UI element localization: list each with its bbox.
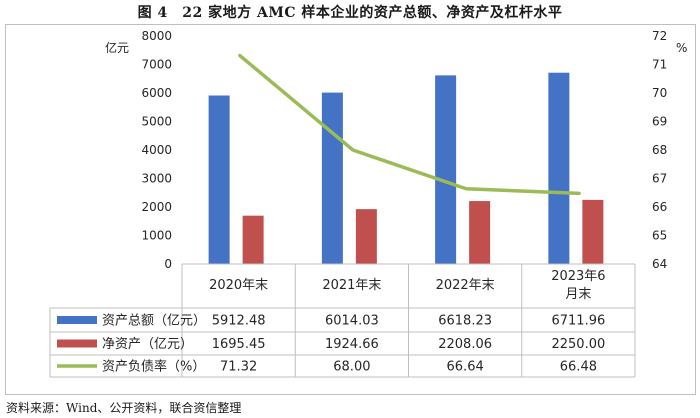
bar [208, 95, 230, 264]
data-value-label: 66.64 [447, 360, 484, 375]
bar [242, 215, 264, 264]
y-left-tick-label: 1000 [141, 229, 172, 243]
line-point [577, 191, 581, 195]
line-point [238, 53, 242, 57]
y-left-tick-label: 5000 [141, 115, 172, 129]
y-left-tick-label: 3000 [141, 172, 172, 186]
y-right-tick-label: 69 [652, 115, 667, 129]
data-value-label: 6618.23 [438, 314, 492, 329]
category-label: 月末 [565, 287, 591, 302]
data-value-label: 1924.66 [325, 337, 379, 352]
bar [582, 199, 604, 264]
y-left-unit: 亿元 [105, 40, 129, 55]
y-left-tick-label: 7000 [141, 58, 172, 72]
data-value-label: 6711.96 [551, 314, 605, 329]
category-label: 2021年末 [322, 278, 381, 293]
bar [548, 72, 570, 264]
data-value-label: 2250.00 [551, 337, 605, 352]
y-left-tick-label: 2000 [141, 200, 172, 214]
data-value-label: 5912.48 [212, 314, 266, 329]
y-right-tick-label: 68 [652, 143, 667, 157]
data-value-label: 2208.06 [438, 337, 492, 352]
category-label: 2023年6 [551, 269, 605, 284]
source-note: 资料来源：Wind、公开资料，联合资信整理 [6, 401, 242, 415]
y-right-tick-label: 64 [652, 257, 667, 271]
y-left-tick-label: 8000 [141, 29, 172, 43]
data-value-label: 66.48 [560, 360, 597, 375]
chart-title: 图 4 22 家地方 AMC 样本企业的资产总额、净资产及杠杆水平 [137, 5, 563, 21]
y-right-tick-label: 66 [652, 200, 667, 214]
y-right-unit: % [676, 41, 687, 55]
data-value-label: 1695.45 [212, 337, 266, 352]
legend-label: 资产负债率（%） [102, 359, 205, 375]
bar [355, 209, 377, 264]
chart-frame [5, 24, 696, 395]
line-point [351, 148, 355, 152]
data-value-label: 71.32 [220, 360, 257, 375]
category-label: 2020年末 [209, 278, 268, 293]
legend-label: 资产总额（亿元） [102, 314, 206, 329]
y-right-tick-label: 67 [652, 172, 667, 186]
data-value-label: 68.00 [333, 360, 370, 375]
y-left-tick-label: 4000 [141, 143, 172, 157]
y-left-tick-label: 6000 [141, 86, 172, 100]
legend-label: 净资产（亿元） [102, 337, 193, 352]
series-line [238, 54, 580, 196]
line-point [464, 187, 468, 191]
bar [321, 92, 343, 264]
y-left-tick-label: 0 [164, 257, 172, 271]
legend-swatch [57, 339, 97, 348]
legend-swatch [57, 316, 97, 324]
y-right-tick-label: 70 [652, 86, 667, 100]
y-right-tick-label: 71 [652, 58, 667, 72]
y-right-tick-label: 72 [652, 29, 667, 43]
category-label: 2022年末 [436, 278, 495, 293]
bar [469, 201, 491, 264]
y-right-tick-label: 65 [652, 229, 667, 243]
data-value-label: 6014.03 [325, 314, 379, 329]
bar [435, 75, 457, 264]
